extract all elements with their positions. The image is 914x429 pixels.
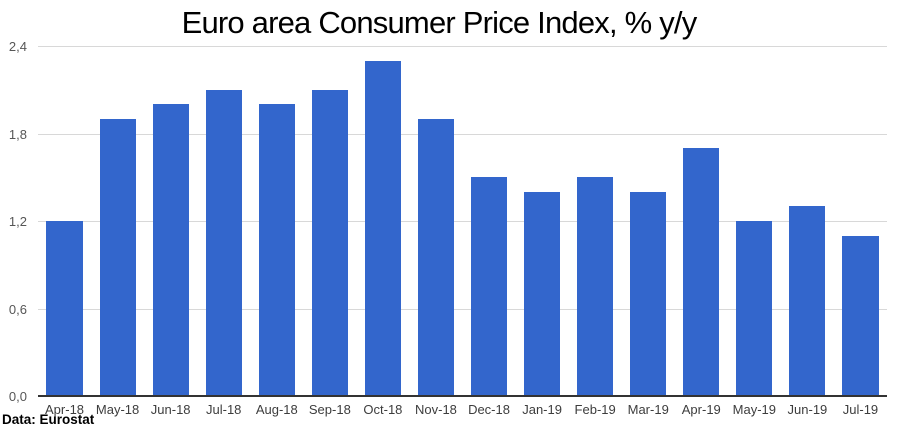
x-tick-label-May-18: May-18: [95, 402, 140, 417]
bar-Jun-18: [152, 104, 189, 396]
y-tick-label-0,6: 0,6: [8, 301, 27, 317]
x-tick-label-Oct-18: Oct-18: [363, 402, 403, 417]
chart-title: Euro area Consumer Price Index, % y/y: [181, 5, 698, 40]
plot-area: [38, 46, 887, 397]
bar-Mar-19: [630, 191, 667, 396]
x-axis-line: [38, 395, 887, 397]
x-tick-label-Mar-19: Mar-19: [627, 402, 669, 417]
gridline-1,2: [38, 221, 887, 222]
source-note: Data: Eurostat: [2, 412, 95, 427]
x-tick-label-Jan-19: Jan-19: [522, 402, 562, 417]
bar-Jul-18: [205, 89, 242, 396]
x-tick-label-Apr-19: Apr-19: [681, 402, 721, 417]
bar-May-19: [736, 221, 773, 396]
y-tick-label-2,4: 2,4: [8, 39, 27, 54]
x-tick-label-Apr-18: Apr-18: [45, 402, 85, 417]
x-tick-label-Jun-19: Jun-19: [787, 402, 828, 417]
y-tick-label-1,8: 1,8: [8, 126, 27, 142]
x-tick-label-Sep-18: Sep-18: [308, 402, 351, 417]
x-tick-label-Feb-19: Feb-19: [574, 402, 616, 417]
gridline-0,6: [38, 308, 887, 310]
bar-Nov-18: [417, 118, 454, 396]
x-tick-label-May-19: May-19: [732, 402, 777, 417]
bar-Apr-19: [683, 148, 720, 396]
bar-Apr-18: [46, 221, 83, 396]
y-axis: 0,0 0,6 1,2 1,8 2,4: [0, 39, 27, 404]
bar-Sep-18: [311, 89, 348, 396]
x-axis: Apr-18 May-18 Jun-18 Jul-18 Aug-18 Sep-18 Oct-…: [38, 402, 887, 418]
bar-Dec-18: [470, 177, 508, 396]
x-tick-label-Nov-18: Nov-18: [415, 402, 457, 417]
gridline-1,8: [38, 133, 887, 135]
y-tick-label-1,2: 1,2: [8, 214, 27, 229]
x-tick-label-Jun-18: Jun-18: [150, 402, 191, 417]
bar-Feb-19: [577, 177, 614, 396]
y-tick-label-0,0: 0,0: [8, 389, 27, 404]
bar-Aug-18: [258, 104, 295, 396]
bar-May-18: [99, 118, 136, 396]
bar-Jul-19: [842, 235, 879, 396]
bar-Oct-18: [364, 60, 401, 396]
bar-Jan-19: [524, 191, 561, 396]
x-tick-label-Jul-18: Jul-18: [206, 402, 242, 417]
gridline-2,4: [38, 46, 887, 47]
x-tick-label-Jul-19: Jul-19: [842, 402, 879, 417]
x-tick-label-Dec-18: Dec-18: [468, 402, 510, 417]
bar-Jun-19: [789, 206, 826, 396]
x-tick-label-Aug-18: Aug-18: [255, 402, 298, 417]
